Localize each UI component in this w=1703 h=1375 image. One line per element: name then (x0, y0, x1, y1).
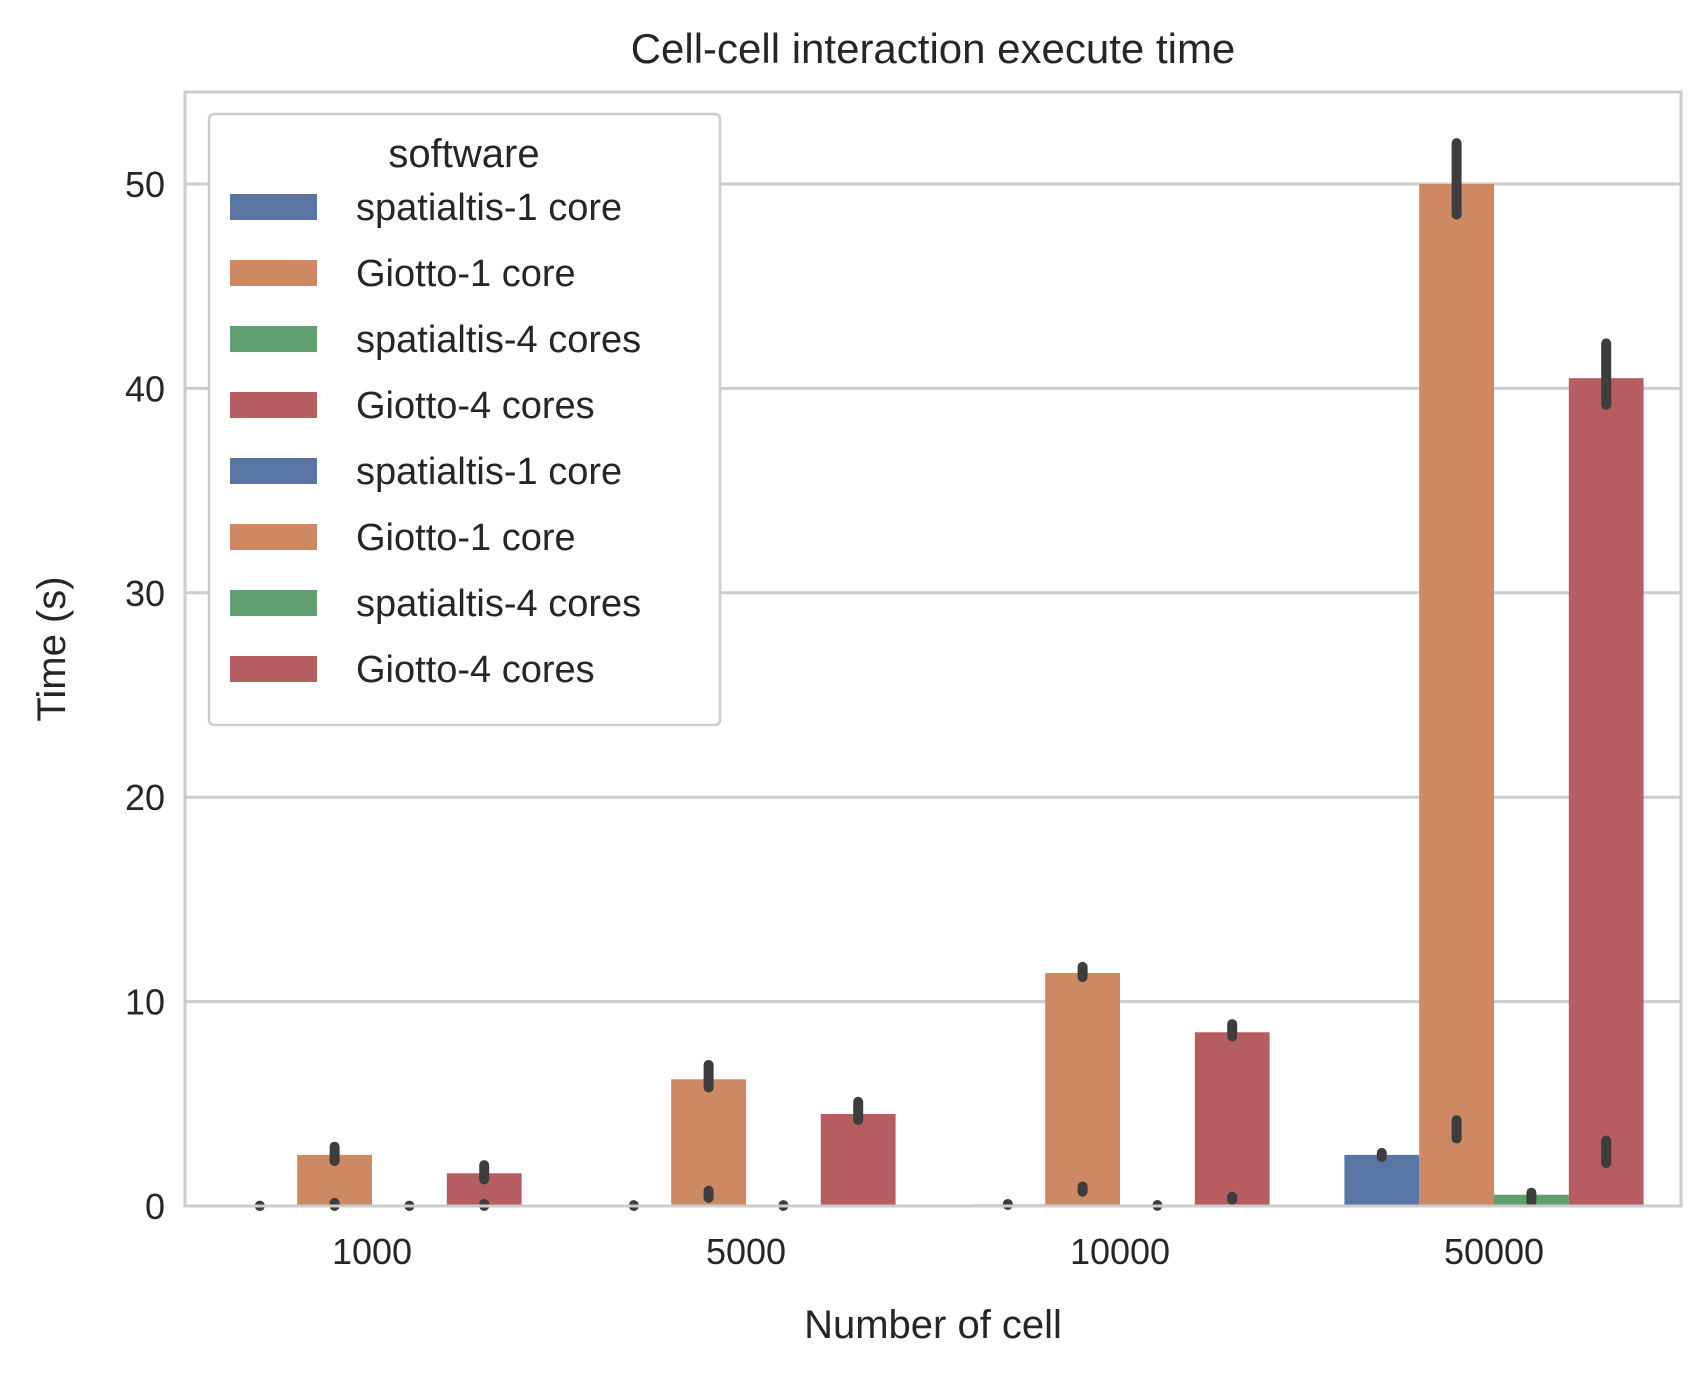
legend-label: spatialtis-4 cores (356, 583, 641, 625)
legend-swatch (230, 458, 317, 484)
legend-label: Giotto-4 cores (356, 649, 595, 691)
legend-label: Giotto-4 cores (356, 385, 595, 427)
y-axis-label: Time (s) (30, 576, 74, 721)
bar (820, 1114, 896, 1206)
x-tick-label: 1000 (332, 1231, 412, 1272)
y-tick-label: 0 (145, 1186, 165, 1227)
plot-frame (183, 90, 1683, 1208)
chart-title: Cell-cell interaction execute time (631, 25, 1236, 72)
bar (671, 1079, 746, 1206)
legend-label: Giotto-1 core (356, 253, 576, 295)
x-tick-label: 50000 (1444, 1231, 1544, 1272)
legend-frame (207, 112, 722, 727)
legend-entries: spatialtis-1 core Giotto-1 core spatialtis… (230, 187, 641, 691)
legend-swatch (230, 392, 317, 418)
x-axis-label: Number of cell (804, 1303, 1062, 1347)
legend-swatch (230, 260, 317, 286)
y-tick-label: 10 (125, 982, 165, 1023)
x-tick-label: 10000 (1070, 1231, 1170, 1272)
y-tick-label: 50 (125, 164, 165, 205)
y-tick-label: 20 (125, 777, 165, 818)
legend-swatch (230, 590, 317, 616)
legend-label: spatialtis-1 core (356, 187, 622, 229)
bar (1194, 1032, 1270, 1206)
y-tick-label: 30 (125, 573, 165, 614)
legend-swatch (230, 326, 317, 352)
bar (1568, 378, 1644, 1206)
bar (1045, 972, 1120, 1206)
bars (222, 183, 1644, 1207)
bar (1344, 1154, 1420, 1206)
legend-label: spatialtis-1 core (356, 451, 622, 493)
legend-swatch (230, 524, 317, 550)
x-tick-label: 5000 (706, 1231, 786, 1272)
legend-swatch (230, 194, 317, 220)
legend-label: spatialtis-4 cores (356, 319, 641, 361)
legend-title: software (388, 132, 539, 176)
y-tick-labels: 0 10 20 30 40 50 (125, 164, 165, 1227)
legend-label: Giotto-1 core (356, 517, 576, 559)
bar (1419, 183, 1494, 1207)
legend-swatch (230, 656, 317, 682)
y-tick-label: 40 (125, 368, 165, 409)
x-tick-labels: 1000 5000 10000 50000 (332, 1231, 1544, 1272)
